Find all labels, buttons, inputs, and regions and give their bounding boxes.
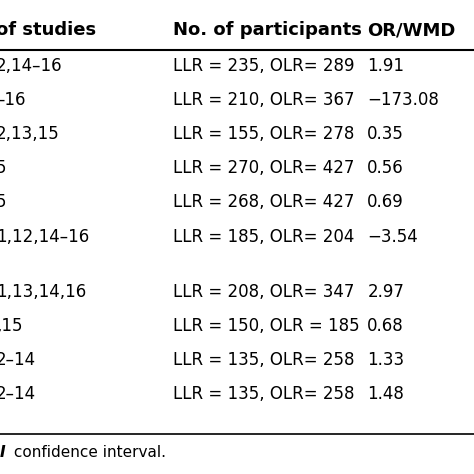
Text: 1.48: 1.48 xyxy=(367,385,404,403)
Text: LLR = 150, OLR = 185: LLR = 150, OLR = 185 xyxy=(173,317,360,335)
Text: LLR = 268, OLR= 427: LLR = 268, OLR= 427 xyxy=(173,193,355,211)
Text: 2–14: 2–14 xyxy=(0,385,36,403)
Text: confidence interval.: confidence interval. xyxy=(9,445,165,460)
Text: –16: –16 xyxy=(0,91,26,109)
Text: No. of participants: No. of participants xyxy=(173,21,362,39)
Text: 0.68: 0.68 xyxy=(367,317,404,335)
Text: OR/WMD: OR/WMD xyxy=(367,21,456,39)
Text: 0.69: 0.69 xyxy=(367,193,404,211)
Text: 1.91: 1.91 xyxy=(367,57,404,75)
Text: LLR = 135, OLR= 258: LLR = 135, OLR= 258 xyxy=(173,351,355,369)
Text: 0.56: 0.56 xyxy=(367,159,404,177)
Text: LLR = 155, OLR= 278: LLR = 155, OLR= 278 xyxy=(173,125,355,143)
Text: LLR = 210, OLR= 367: LLR = 210, OLR= 367 xyxy=(173,91,355,109)
Text: LLR = 135, OLR= 258: LLR = 135, OLR= 258 xyxy=(173,385,355,403)
Text: LLR = 185, OLR= 204: LLR = 185, OLR= 204 xyxy=(173,228,355,246)
Text: 0.35: 0.35 xyxy=(367,125,404,143)
Text: −173.08: −173.08 xyxy=(367,91,439,109)
Text: 1.33: 1.33 xyxy=(367,351,404,369)
Text: 2.97: 2.97 xyxy=(367,283,404,301)
Text: 1,12,14–16: 1,12,14–16 xyxy=(0,228,90,246)
Text: 5: 5 xyxy=(0,159,7,177)
Text: 5: 5 xyxy=(0,193,7,211)
Text: I: I xyxy=(0,445,6,460)
Text: LLR = 208, OLR= 347: LLR = 208, OLR= 347 xyxy=(173,283,355,301)
Text: 2–14: 2–14 xyxy=(0,351,36,369)
Text: LLR = 270, OLR= 427: LLR = 270, OLR= 427 xyxy=(173,159,355,177)
Text: of studies: of studies xyxy=(0,21,96,39)
Text: 2,14–16: 2,14–16 xyxy=(0,57,63,75)
Text: 1,13,14,16: 1,13,14,16 xyxy=(0,283,86,301)
Text: ,15: ,15 xyxy=(0,317,23,335)
Text: LLR = 235, OLR= 289: LLR = 235, OLR= 289 xyxy=(173,57,355,75)
Text: 2,13,15: 2,13,15 xyxy=(0,125,60,143)
Text: −3.54: −3.54 xyxy=(367,228,418,246)
